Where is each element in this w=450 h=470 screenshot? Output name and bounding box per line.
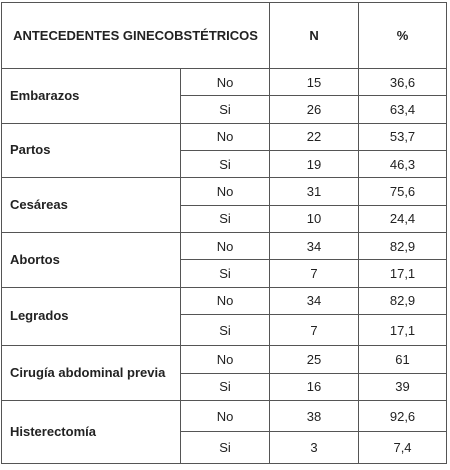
row-n: 25 xyxy=(269,345,360,374)
row-sub-label: No xyxy=(179,122,271,151)
row-n: 31 xyxy=(269,177,360,206)
row-n: 7 xyxy=(269,259,360,288)
row-percent: 75,6 xyxy=(358,177,448,206)
table-row: Si 7 17,1 xyxy=(2,313,448,347)
row-percent: 53,7 xyxy=(358,122,448,151)
table-row: Cirugía abdominal previa No 25 61 xyxy=(1,345,448,401)
group-label-cesareas: Cesáreas xyxy=(1,177,181,233)
group-label-embarazos: Embarazos xyxy=(1,68,181,124)
row-sub-label: Si xyxy=(179,313,271,347)
table-row: Si 3 7,4 xyxy=(2,431,448,464)
row-n: 15 xyxy=(269,67,360,97)
table-row: Si 16 39 xyxy=(2,372,448,401)
row-percent: 92,6 xyxy=(358,399,448,433)
row-n: 7 xyxy=(269,313,360,347)
table-row: Si 7 17,1 xyxy=(2,259,448,288)
group-label-histerectomia: Histerectomía xyxy=(1,399,181,465)
row-sub-label: No xyxy=(179,345,271,374)
row-percent: 36,6 xyxy=(358,67,448,97)
row-percent: 17,1 xyxy=(358,313,448,347)
row-percent: 82,9 xyxy=(358,286,448,315)
row-sub-label: No xyxy=(179,399,271,433)
row-sub-label: No xyxy=(179,286,271,315)
row-sub-label: No xyxy=(179,177,271,206)
row-n: 19 xyxy=(269,149,360,179)
group-label-legrados: Legrados xyxy=(1,286,181,347)
row-n: 38 xyxy=(269,399,360,433)
header-percent: % xyxy=(358,2,448,69)
table-row: Si 26 63,4 xyxy=(2,95,448,124)
group-label-abortos: Abortos xyxy=(1,231,181,288)
table-row: Cesáreas No 31 75,6 xyxy=(1,177,448,233)
row-percent: 7,4 xyxy=(358,431,448,464)
row-percent: 61 xyxy=(358,345,448,374)
row-sub-label: Si xyxy=(179,204,271,233)
row-n: 16 xyxy=(269,372,360,401)
header-n: N xyxy=(269,2,360,69)
row-sub-label: No xyxy=(179,67,271,97)
row-percent: 39 xyxy=(358,372,448,401)
row-percent: 17,1 xyxy=(358,259,448,288)
row-sub-label: Si xyxy=(179,259,271,288)
row-percent: 63,4 xyxy=(358,95,448,124)
table-row: Legrados No 34 82,9 xyxy=(1,286,448,347)
row-n: 26 xyxy=(269,95,360,124)
row-sub-label: Si xyxy=(179,149,271,179)
table-row: Histerectomía No 38 92,6 xyxy=(1,399,448,465)
group-label-cirugia-abdominal-previa: Cirugía abdominal previa xyxy=(1,345,181,401)
table-row: Embarazos No 15 36,6 xyxy=(1,67,448,124)
row-sub-label: No xyxy=(179,231,271,261)
header-title: ANTECEDENTES GINECOBSTÉTRICOS xyxy=(0,2,271,69)
group-label-partos: Partos xyxy=(1,122,181,179)
row-n: 34 xyxy=(269,286,360,315)
row-percent: 46,3 xyxy=(358,149,448,179)
row-percent: 24,4 xyxy=(358,204,448,233)
row-n: 10 xyxy=(269,204,360,233)
table-row: Partos No 22 53,7 xyxy=(1,122,448,179)
row-n: 22 xyxy=(269,122,360,151)
row-n: 34 xyxy=(269,231,360,261)
row-percent: 82,9 xyxy=(358,231,448,261)
table-row: Abortos No 34 82,9 xyxy=(1,231,448,288)
row-sub-label: Si xyxy=(179,372,271,401)
row-n: 3 xyxy=(269,431,360,464)
row-sub-label: Si xyxy=(179,431,271,464)
row-sub-label: Si xyxy=(179,95,271,124)
header-row: ANTECEDENTES GINECOBSTÉTRICOS N % xyxy=(0,2,448,69)
